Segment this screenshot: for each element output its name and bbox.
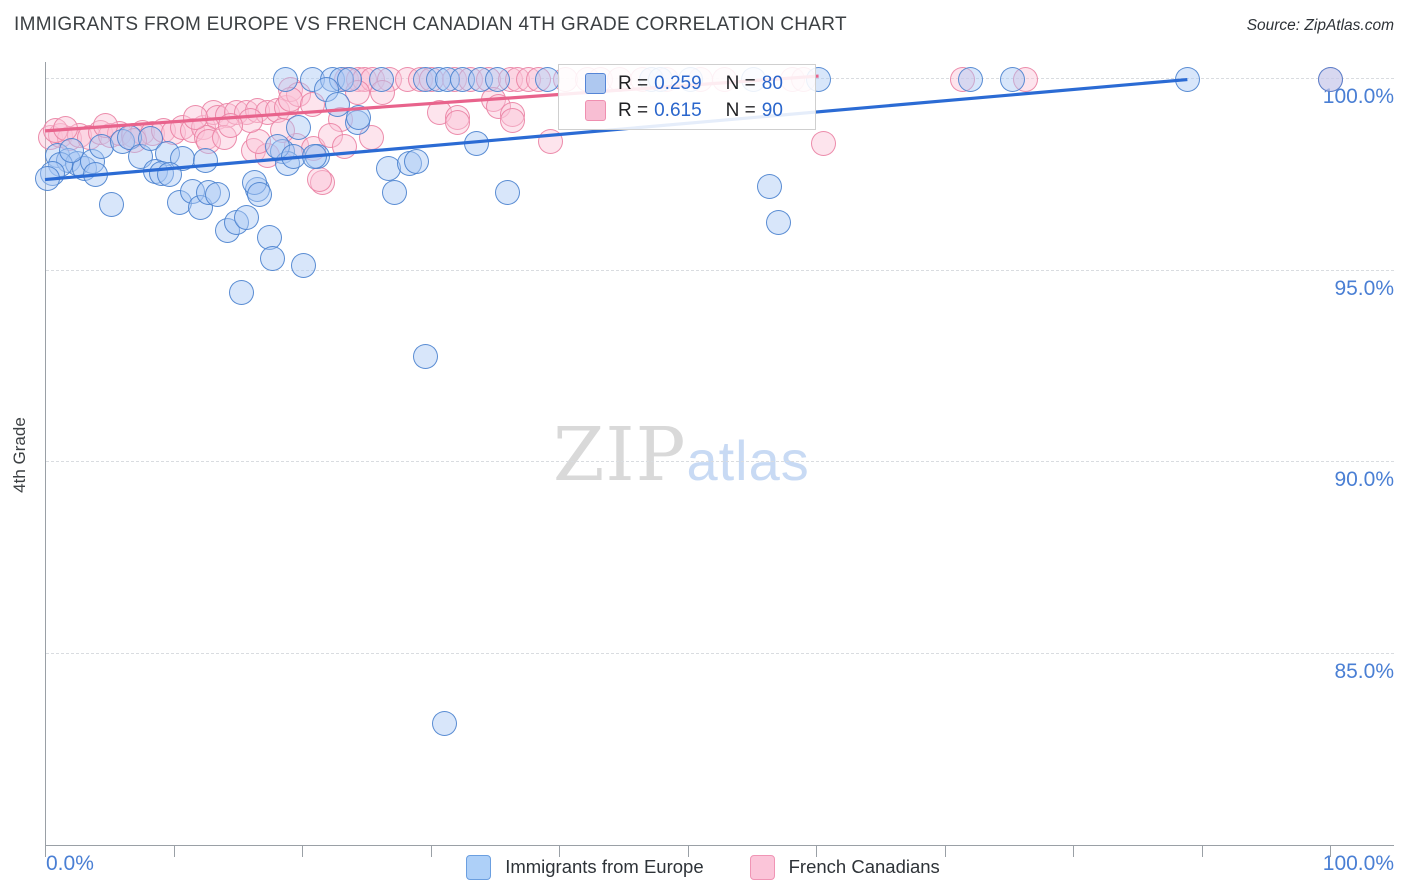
- scatter-point-blue[interactable]: [757, 174, 783, 200]
- source-attribution: Source: ZipAtlas.com: [1246, 17, 1394, 34]
- zipatlas-watermark: ZIPatlas: [553, 412, 810, 498]
- scatter-point-pink[interactable]: [444, 109, 470, 135]
- scatter-point-pink[interactable]: [811, 130, 837, 156]
- x-tick: [1201, 845, 1203, 857]
- legend-row-french: R = 0.615 N = 90: [585, 100, 815, 122]
- r-label: R =: [618, 72, 649, 94]
- scatter-point-pink[interactable]: [217, 112, 243, 138]
- x-tick: [559, 845, 560, 857]
- scatter-point-blue[interactable]: [99, 192, 125, 218]
- y-tick-label-95: 95.0%: [1334, 276, 1394, 300]
- x-axis-max-label: 100.0%: [1322, 852, 1394, 875]
- scatter-point-pink[interactable]: [537, 129, 563, 155]
- scatter-point-blue[interactable]: [204, 182, 230, 208]
- scatter-point-blue[interactable]: [259, 245, 285, 271]
- y-tick-label-100: 100.0%: [1322, 85, 1394, 108]
- x-tick: [687, 845, 689, 857]
- scatter-point-blue[interactable]: [157, 162, 183, 188]
- series-legend: Immigrants from Europe French Canadians: [0, 849, 1406, 885]
- legend-swatch-pink: [585, 100, 606, 121]
- correlation-legend-box: R = 0.259 N = 80 R = 0.615 N = 90: [558, 64, 816, 130]
- scatter-point-blue[interactable]: [285, 115, 311, 141]
- scatter-point-blue[interactable]: [247, 182, 273, 208]
- x-tick: [1330, 845, 1331, 857]
- scatter-point-blue[interactable]: [495, 180, 521, 206]
- r-value-pink: 0.615: [654, 99, 702, 121]
- scatter-point-blue[interactable]: [766, 210, 792, 236]
- x-tick: [816, 845, 817, 857]
- scatter-point-blue[interactable]: [1000, 66, 1026, 92]
- scatter-point-blue[interactable]: [464, 130, 490, 156]
- n-value-blue: 80: [761, 72, 783, 94]
- scatter-point-blue[interactable]: [234, 205, 260, 231]
- scatter-point-blue[interactable]: [432, 710, 458, 736]
- watermark-zip: ZIP: [553, 412, 687, 498]
- y-tick-label-90: 90.0%: [1334, 468, 1394, 492]
- x-tick: [430, 845, 432, 857]
- x-axis-line: [45, 845, 1394, 846]
- y-tick-label-85: 85.0%: [1334, 659, 1394, 683]
- scatter-point-blue[interactable]: [412, 344, 438, 370]
- r-label: R =: [618, 99, 649, 121]
- gridline-90: [46, 461, 1394, 463]
- watermark-atlas: atlas: [686, 429, 810, 492]
- legend-label: French Canadians: [788, 856, 940, 877]
- scatter-point-blue[interactable]: [957, 66, 983, 92]
- x-tick: [302, 845, 303, 857]
- scatter-point-blue[interactable]: [1317, 66, 1343, 92]
- legend-swatch-pink: [749, 854, 775, 880]
- scatter-point-blue[interactable]: [82, 162, 108, 188]
- scatter-point-blue[interactable]: [1174, 67, 1200, 93]
- scatter-point-blue[interactable]: [35, 165, 61, 191]
- y-axis-line: [45, 62, 46, 845]
- scatter-point-blue[interactable]: [59, 137, 85, 163]
- scatter-point-pink[interactable]: [331, 134, 357, 160]
- scatter-point-blue[interactable]: [534, 66, 560, 92]
- scatter-point-blue[interactable]: [257, 224, 283, 250]
- legend-swatch-blue: [466, 854, 492, 880]
- x-tick: [173, 845, 175, 857]
- scatter-point-blue[interactable]: [484, 66, 510, 92]
- scatter-point-blue[interactable]: [229, 279, 255, 305]
- x-axis-min-label: 0.0%: [46, 852, 94, 875]
- scatter-point-blue[interactable]: [337, 66, 363, 92]
- scatter-point-pink[interactable]: [500, 107, 526, 133]
- x-tick: [944, 845, 946, 857]
- scatter-point-blue[interactable]: [272, 66, 298, 92]
- n-value-pink: 90: [761, 99, 783, 121]
- legend-swatch-blue: [585, 73, 606, 94]
- page-title: IMMIGRANTS FROM EUROPE VS FRENCH CANADIA…: [14, 14, 847, 35]
- legend-item-french-canadians[interactable]: French Canadians: [749, 854, 940, 880]
- scatter-point-blue[interactable]: [403, 149, 429, 175]
- legend-item-immigrants-europe[interactable]: Immigrants from Europe: [466, 854, 704, 880]
- x-tick: [1073, 845, 1074, 857]
- n-label: N =: [725, 72, 756, 94]
- gridline-95: [46, 269, 1394, 271]
- n-label: N =: [725, 99, 756, 121]
- scatter-point-blue[interactable]: [369, 66, 395, 92]
- r-value-blue: 0.259: [654, 72, 702, 94]
- scatter-point-blue[interactable]: [290, 252, 316, 278]
- scatter-point-blue[interactable]: [382, 180, 408, 206]
- x-tick: [45, 845, 46, 857]
- legend-row-europe: R = 0.259 N = 80: [585, 73, 815, 95]
- legend-label: Immigrants from Europe: [505, 856, 704, 877]
- scatter-point-blue[interactable]: [193, 147, 219, 173]
- scatter-point-pink[interactable]: [53, 115, 79, 141]
- scatter-point-blue[interactable]: [346, 104, 372, 130]
- gridline-85: [46, 652, 1394, 654]
